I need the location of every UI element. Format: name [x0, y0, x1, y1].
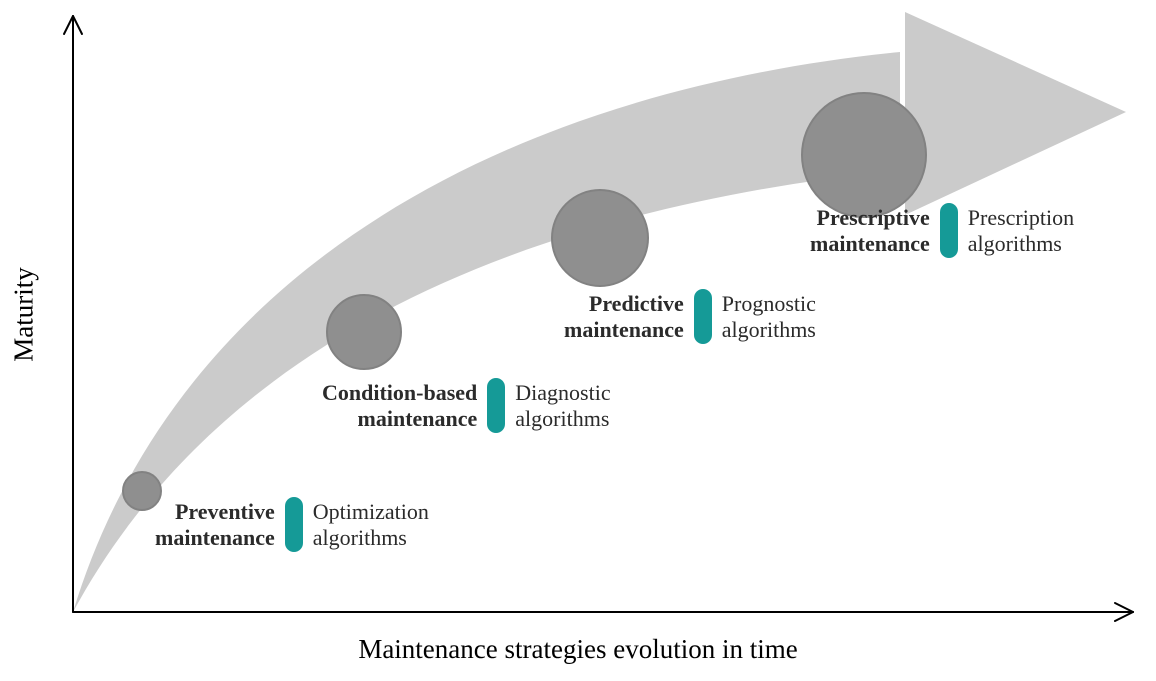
maturity-circle — [552, 190, 648, 286]
stage-label: Predictivemaintenance Prognosticalgorithm… — [564, 289, 816, 344]
maturity-arrow-head — [905, 12, 1126, 215]
stage-label-name: Preventivemaintenance — [155, 499, 275, 550]
stage-label-algorithm: Prescriptionalgorithms — [968, 205, 1074, 256]
stage-label-name: Condition-basedmaintenance — [322, 380, 477, 431]
stage-pill — [694, 289, 712, 344]
stage-pill — [487, 378, 505, 433]
stage-label-algorithm: Diagnosticalgorithms — [515, 380, 610, 431]
stage-pill — [285, 497, 303, 552]
stage-label: Condition-basedmaintenance Diagnosticalgo… — [322, 378, 611, 433]
stage-label: Preventivemaintenance Optimizationalgorit… — [155, 497, 429, 552]
maturity-circle — [327, 295, 401, 369]
y-axis-label: Maturity — [9, 245, 40, 385]
stage-label-algorithm: Optimizationalgorithms — [313, 499, 429, 550]
stage-label: Prescriptivemaintenance Prescriptionalgor… — [810, 203, 1074, 258]
stage-label-algorithm: Prognosticalgorithms — [722, 291, 816, 342]
diagram-stage: Maturity Maintenance strategies evolutio… — [0, 0, 1156, 681]
stage-label-name: Prescriptivemaintenance — [810, 205, 930, 256]
stage-pill — [940, 203, 958, 258]
x-axis-label: Maintenance strategies evolution in time — [278, 634, 878, 665]
maturity-circle — [802, 93, 926, 217]
stage-label-name: Predictivemaintenance — [564, 291, 684, 342]
